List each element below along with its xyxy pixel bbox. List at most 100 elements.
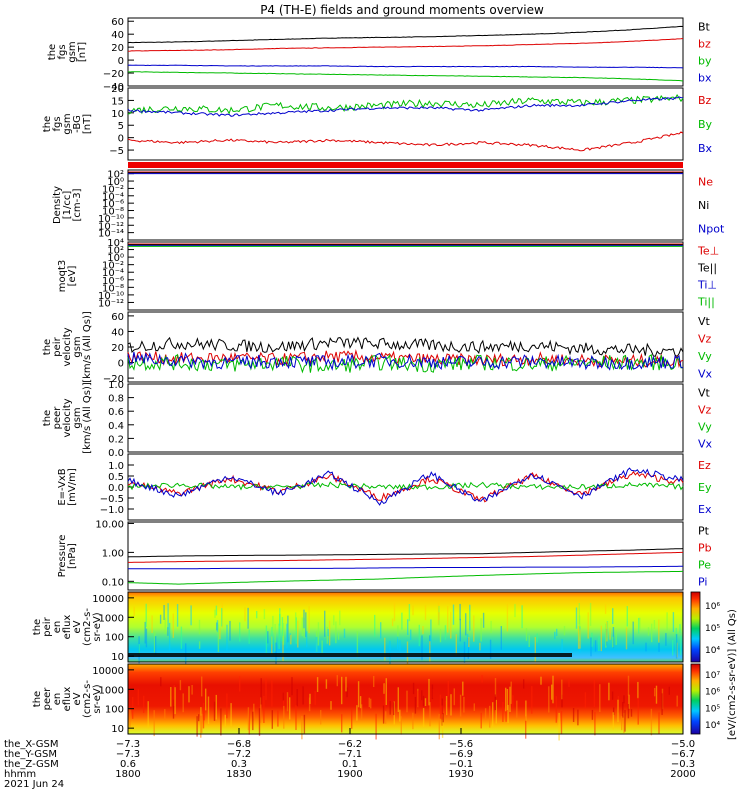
- spectrogram-texture: [578, 603, 580, 625]
- x-tick-label: −6.9: [449, 749, 473, 760]
- y-tick-label: 40: [111, 30, 124, 41]
- spectrogram-texture: [282, 635, 284, 661]
- spectrogram-texture: [133, 606, 135, 617]
- spectrogram-texture: [385, 678, 387, 705]
- x-tick-label: −6.7: [671, 749, 695, 760]
- spectrogram-texture: [343, 628, 346, 638]
- x-tick-label: −7.1: [338, 749, 362, 760]
- legend-label: Vy: [698, 421, 712, 434]
- spectrogram-texture: [600, 625, 602, 652]
- y-axis-label-line: gsm: [67, 41, 78, 62]
- spectrogram-texture: [414, 696, 417, 714]
- spectrogram-texture: [291, 677, 293, 696]
- y-tick-label: 10⁰: [107, 177, 124, 188]
- y-tick-label: 10⁻⁶: [102, 276, 124, 287]
- colorbar-tick-label: 10⁶: [705, 602, 720, 612]
- spectrogram-texture: [431, 684, 434, 700]
- y-axis-label: Density [1/cc] [cm-3]: [52, 186, 83, 224]
- spectrogram-texture: [459, 694, 462, 717]
- y-axis-label-line: sr-eV): [92, 684, 103, 713]
- y-tick-label: −1.0: [100, 505, 124, 516]
- spectrogram-texture: [282, 692, 285, 711]
- colorbar-tick-label: 10⁴: [705, 721, 720, 731]
- spectrogram-texture: [153, 710, 155, 737]
- y-axis-label-line: the: [32, 691, 43, 707]
- spectrogram-texture: [339, 610, 341, 626]
- x-tick-label: −6.8: [227, 739, 251, 750]
- spectrogram-texture: [335, 621, 337, 644]
- spectrogram-texture: [147, 701, 149, 729]
- colorbar-scale: [690, 663, 701, 735]
- spectrogram-texture: [385, 711, 387, 724]
- spectrogram-texture: [393, 702, 395, 716]
- spectrogram-texture: [422, 626, 424, 635]
- y-axis-label: Pressure [nPa]: [57, 535, 78, 578]
- spectrogram-texture: [430, 619, 432, 646]
- colorbar-peer-spec: 10⁴ 10⁵ 10⁶ 10⁷: [690, 663, 720, 735]
- spectrogram-texture: [217, 624, 220, 652]
- spectrogram-texture: [591, 632, 593, 647]
- spectrogram-texture: [341, 714, 343, 733]
- spectrogram-texture: [267, 631, 269, 644]
- spectrogram-texture: [406, 690, 408, 713]
- x-tick-label: −5.6: [449, 739, 473, 750]
- spectrogram-texture: [336, 675, 338, 687]
- y-tick-label: 10⁻⁴: [102, 192, 124, 203]
- spectrogram-texture: [399, 709, 401, 722]
- y-tick-label: 10⁻¹⁰: [98, 214, 124, 225]
- y-tick-label: 1.00: [102, 548, 124, 559]
- spectrogram-texture: [463, 696, 465, 713]
- spectrogram-texture: [568, 678, 570, 687]
- spectrogram-texture: [198, 641, 201, 649]
- x-tick-label: 1830: [226, 769, 251, 780]
- spectrogram-texture: [467, 638, 469, 659]
- spectrogram-texture: [356, 631, 359, 658]
- spectrogram-texture: [296, 689, 298, 707]
- y-tick-label: 10⁴: [107, 238, 124, 249]
- spectrogram-texture: [290, 634, 292, 645]
- spectrogram-texture: [675, 634, 678, 659]
- spectrogram-texture: [516, 700, 518, 718]
- spectrogram-texture: [247, 607, 249, 629]
- spectrogram-texture: [654, 688, 656, 697]
- spectrogram-texture: [248, 629, 250, 644]
- spectrogram-texture: [561, 639, 563, 655]
- spectrogram-texture: [661, 693, 663, 715]
- y-axis-label-line: gsm: [62, 113, 73, 134]
- spectrogram-texture: [279, 608, 281, 626]
- panel-peir-velocity: −20 0 20 40 60 Vt Vz Vy Vx the peir velocity gsm [km/…: [42, 311, 713, 385]
- spectrogram-texture: [668, 686, 670, 695]
- legend-label: Vz: [698, 332, 712, 345]
- y-tick-label: 0.2: [108, 434, 124, 445]
- x-row-label: the_Z-GSM: [4, 759, 59, 770]
- spectrogram-texture: [401, 612, 403, 630]
- y-axis-label-line: moqt3: [57, 260, 68, 293]
- spectrogram-texture: [196, 716, 198, 737]
- panel-frame: [127, 663, 684, 735]
- series-line: [127, 570, 683, 585]
- panel-frame: [127, 87, 684, 161]
- spectrogram-texture: [494, 678, 497, 697]
- spectrogram-texture: [630, 709, 633, 717]
- x-tick-label: −6.2: [338, 739, 362, 750]
- y-tick-label: 10: [111, 652, 124, 663]
- spectrogram-texture: [176, 604, 179, 627]
- spectrogram-texture: [397, 625, 399, 639]
- spectrogram-texture: [229, 620, 231, 641]
- spectrogram-texture: [316, 677, 319, 692]
- spectrogram-texture: [500, 626, 502, 650]
- panel-frame: [127, 241, 684, 311]
- y-axis-label-line: velocity: [62, 398, 73, 437]
- spectrogram-texture: [439, 629, 442, 643]
- spectrogram-texture: [341, 676, 343, 705]
- spectrogram-texture: [473, 703, 475, 711]
- spectrogram-texture: [455, 634, 457, 656]
- y-axis-label: the peir velocity gsm [km/s (All Qs)]: [42, 311, 93, 383]
- y-tick-label: 100: [105, 633, 124, 644]
- spectrogram-texture: [525, 628, 528, 641]
- series-line: [127, 71, 684, 82]
- spectrogram-texture: [205, 688, 207, 711]
- spectrogram-texture: [528, 635, 530, 647]
- spectrogram-texture: [295, 612, 297, 632]
